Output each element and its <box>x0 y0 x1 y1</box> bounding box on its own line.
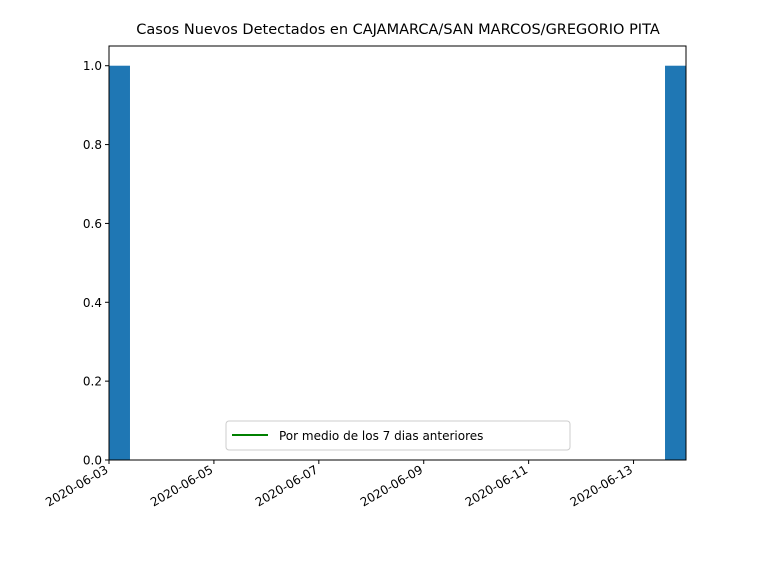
x-tick-label: 2020-06-03 <box>43 462 110 509</box>
y-tick-label: 1.0 <box>83 59 102 73</box>
x-tick-label: 2020-06-09 <box>358 462 425 509</box>
y-tick-label: 0.6 <box>83 217 102 231</box>
y-axis: 0.0 0.2 0.4 0.6 0.8 1.0 <box>83 59 109 468</box>
x-tick-label: 2020-06-07 <box>253 462 320 509</box>
bars-group <box>109 65 686 460</box>
x-tick-label: 2020-06-05 <box>148 462 215 509</box>
chart-title: Casos Nuevos Detectados en CAJAMARCA/SAN… <box>136 22 660 38</box>
x-tick-label: 2020-06-13 <box>568 462 635 509</box>
legend-entry-label: Por medio de los 7 dias anteriores <box>279 429 483 443</box>
y-tick-label: 0.4 <box>83 296 102 310</box>
x-tick-label: 2020-06-11 <box>463 462 530 509</box>
x-axis: 2020-06-03 2020-06-05 2020-06-07 2020-06-09… <box>43 460 635 509</box>
bar-2020-06-03 <box>109 65 130 460</box>
y-tick-label: 0.8 <box>83 138 102 152</box>
plot-frame <box>108 45 687 461</box>
y-tick-label: 0.2 <box>83 375 102 389</box>
legend: Por medio de los 7 dias anteriores <box>225 420 571 451</box>
bar-2020-06-14 <box>665 65 686 460</box>
legend-box <box>225 420 571 451</box>
y-tick-label: 0.0 <box>83 454 102 468</box>
